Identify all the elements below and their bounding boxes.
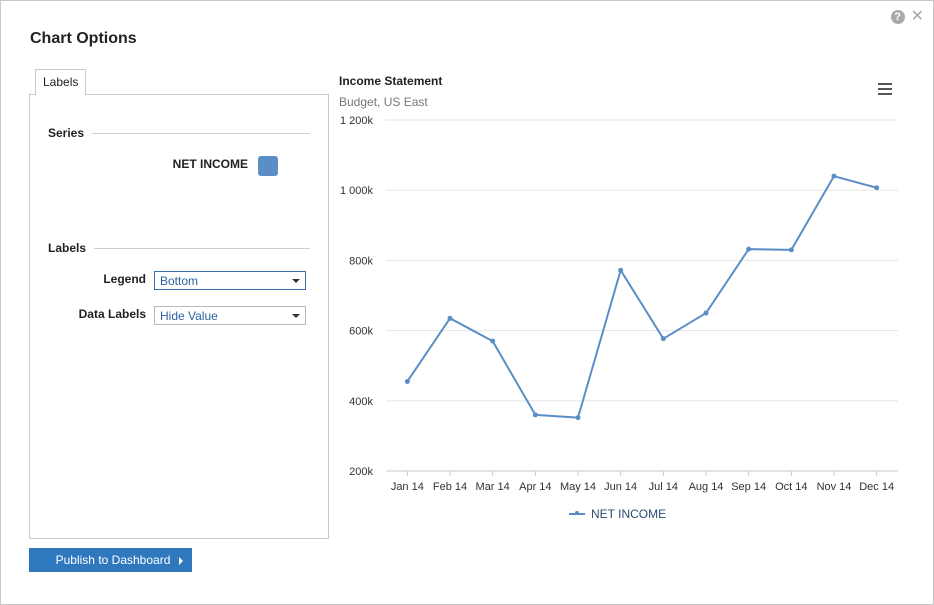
series-heading: Series	[48, 126, 85, 140]
labels-divider	[94, 248, 310, 249]
data-point	[874, 185, 880, 191]
data-point	[831, 173, 837, 179]
caret-down-icon	[292, 279, 300, 283]
y-tick-label: 800k	[349, 255, 373, 267]
x-tick-label: Oct 14	[775, 481, 807, 493]
data-point	[703, 310, 709, 316]
series-color-swatch[interactable]	[258, 156, 278, 176]
data-point	[618, 267, 624, 273]
data-labels-select[interactable]: Hide Value	[154, 306, 306, 325]
y-tick-label: 600k	[349, 326, 373, 338]
x-tick-label: Jan 14	[391, 481, 424, 493]
y-tick-label: 200k	[349, 466, 373, 478]
legend-select-value: Bottom	[160, 274, 199, 288]
data-labels-field-label: Data Labels	[78, 307, 146, 321]
labels-panel: Series NET INCOME Labels Legend Bottom D…	[29, 94, 329, 539]
y-tick-label: 1 000k	[340, 185, 374, 197]
x-tick-label: Dec 14	[859, 481, 894, 493]
labels-heading: Labels	[48, 241, 87, 255]
data-point	[447, 315, 453, 321]
data-point	[788, 247, 794, 253]
chart-subtitle: Budget, US East	[339, 95, 428, 109]
data-point	[575, 415, 581, 421]
x-tick-label: May 14	[560, 481, 596, 493]
data-labels-select-value: Hide Value	[160, 309, 218, 323]
help-icon[interactable]: ?	[890, 10, 905, 24]
tab-labels[interactable]: Labels	[35, 69, 87, 96]
chart-legend[interactable]: NET INCOME	[569, 507, 666, 521]
y-tick-label: 400k	[349, 396, 373, 408]
data-point	[660, 336, 666, 342]
data-point	[532, 412, 538, 418]
dialog-controls: ? ✕	[890, 8, 924, 25]
dialog-title: Chart Options	[30, 30, 137, 47]
data-point	[490, 338, 496, 344]
x-tick-label: Sep 14	[731, 481, 766, 493]
data-point	[404, 378, 410, 384]
legend-field-label: Legend	[103, 272, 146, 286]
line-chart: 200k 400k 600k 800k 1 000k 1 200k Jan 14 Feb 14…	[340, 115, 898, 493]
x-tick-label: Apr 14	[519, 481, 551, 493]
x-tick-label: Nov 14	[817, 481, 852, 493]
x-tick-label: Aug 14	[689, 481, 724, 493]
y-tick-label: 1 200k	[340, 115, 374, 127]
publish-button-label: Publish to Dashboard	[55, 553, 171, 567]
x-tick-label: Feb 14	[433, 481, 467, 493]
hamburger-menu-icon[interactable]	[878, 83, 892, 98]
series-name: NET INCOME	[172, 157, 248, 171]
caret-down-icon	[292, 314, 300, 318]
x-tick-label: Mar 14	[476, 481, 510, 493]
x-tick-label: Jul 14	[649, 481, 678, 493]
series-line	[406, 175, 877, 419]
chart-title: Income Statement	[339, 74, 443, 88]
arrow-right-icon	[179, 556, 184, 565]
series-divider	[92, 133, 310, 134]
data-point	[746, 246, 752, 252]
legend-line-marker	[569, 511, 585, 515]
close-icon[interactable]: ✕	[910, 8, 924, 25]
publish-to-dashboard-button[interactable]: Publish to Dashboard	[29, 548, 192, 572]
legend-label: NET INCOME	[591, 507, 667, 521]
x-tick-label: Jun 14	[604, 481, 637, 493]
legend-select[interactable]: Bottom	[154, 271, 306, 290]
